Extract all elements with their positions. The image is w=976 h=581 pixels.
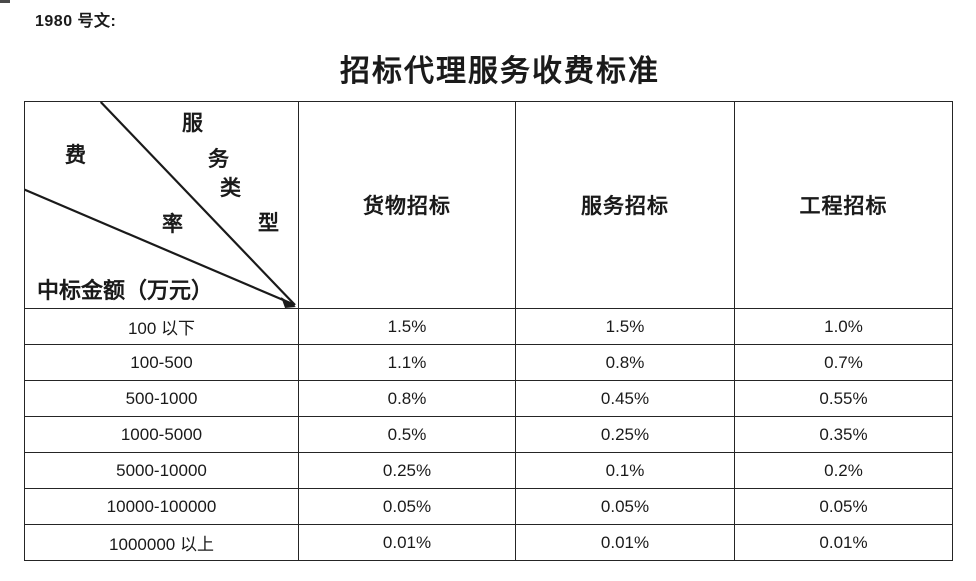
table-row: 100 以下 1.5% 1.5% 1.0% bbox=[24, 308, 953, 345]
table-row: 5000-10000 0.25% 0.1% 0.2% bbox=[24, 452, 953, 489]
rate-cell: 0.35% bbox=[734, 416, 953, 453]
rate-cell: 0.01% bbox=[734, 524, 953, 561]
corner-rate-char: 费 bbox=[65, 142, 86, 167]
rate-cell: 0.05% bbox=[298, 488, 516, 525]
column-header-goods: 货物招标 bbox=[298, 101, 516, 309]
rate-cell: 1.0% bbox=[734, 308, 953, 345]
diagonal-corner-cell: 服 务 类 型 费 率 中标金额（万元） bbox=[24, 101, 299, 309]
corner-amount-label: 中标金额（万元） bbox=[37, 277, 214, 304]
rate-cell: 0.05% bbox=[515, 488, 735, 525]
rate-cell: 0.7% bbox=[734, 344, 953, 381]
table-row: 1000-5000 0.5% 0.25% 0.35% bbox=[24, 416, 953, 453]
rate-cell: 0.55% bbox=[734, 380, 953, 417]
rate-cell: 0.25% bbox=[515, 416, 735, 453]
table-row: 1000000 以上 0.01% 0.01% 0.01% bbox=[24, 524, 953, 561]
rate-cell: 1.1% bbox=[298, 344, 516, 381]
rate-cell: 0.05% bbox=[734, 488, 953, 525]
rate-cell: 0.5% bbox=[298, 416, 516, 453]
corner-type-char: 型 bbox=[258, 210, 279, 235]
rate-cell: 0.2% bbox=[734, 452, 953, 489]
fee-standard-table: 服 务 类 型 费 率 中标金额（万元） 货物招标 服务招标 工程招标 100 … bbox=[24, 101, 953, 561]
doc-number-label: 1980 号文: bbox=[35, 13, 117, 30]
rate-cell: 0.01% bbox=[515, 524, 735, 561]
amount-cell: 1000000 以上 bbox=[24, 524, 299, 561]
rate-cell: 0.25% bbox=[298, 452, 516, 489]
amount-cell: 100 以下 bbox=[24, 308, 299, 345]
corner-type-char: 类 bbox=[220, 175, 241, 200]
table-header-row: 服 务 类 型 费 率 中标金额（万元） 货物招标 服务招标 工程招标 bbox=[24, 101, 953, 309]
amount-cell: 5000-10000 bbox=[24, 452, 299, 489]
amount-cell: 1000-5000 bbox=[24, 416, 299, 453]
amount-cell: 10000-100000 bbox=[24, 488, 299, 525]
table-row: 500-1000 0.8% 0.45% 0.55% bbox=[24, 380, 953, 417]
amount-cell: 100-500 bbox=[24, 344, 299, 381]
page-title: 招标代理服务收费标准 bbox=[340, 54, 660, 89]
rate-cell: 0.8% bbox=[515, 344, 735, 381]
page-edge-artifact bbox=[0, 0, 10, 3]
diagonal-lines bbox=[25, 102, 297, 308]
rate-cell: 0.1% bbox=[515, 452, 735, 489]
diagonal-arrowhead bbox=[281, 297, 297, 308]
rate-cell: 0.8% bbox=[298, 380, 516, 417]
rate-cell: 1.5% bbox=[515, 308, 735, 345]
rate-cell: 0.45% bbox=[515, 380, 735, 417]
table-row: 10000-100000 0.05% 0.05% 0.05% bbox=[24, 488, 953, 525]
rate-cell: 0.01% bbox=[298, 524, 516, 561]
corner-type-char: 服 bbox=[182, 110, 203, 135]
table-row: 100-500 1.1% 0.8% 0.7% bbox=[24, 344, 953, 381]
column-header-service: 服务招标 bbox=[515, 101, 735, 309]
corner-rate-char: 率 bbox=[162, 211, 183, 236]
corner-type-char: 务 bbox=[208, 146, 229, 171]
rate-cell: 1.5% bbox=[298, 308, 516, 345]
amount-cell: 500-1000 bbox=[24, 380, 299, 417]
column-header-engineering: 工程招标 bbox=[734, 101, 953, 309]
